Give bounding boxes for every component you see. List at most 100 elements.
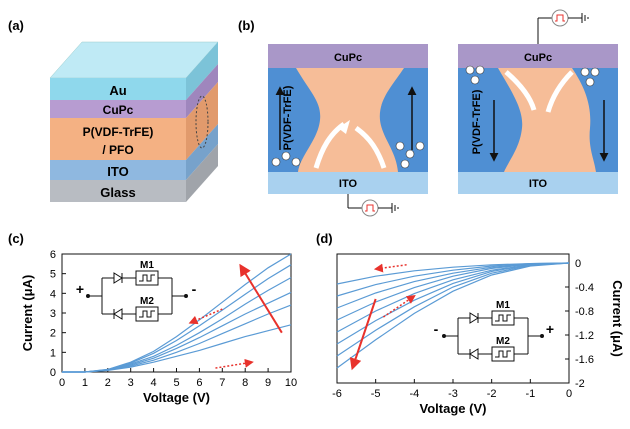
terminal	[442, 334, 446, 338]
y-tick-label: -1.2	[575, 330, 594, 342]
memristor-icon	[495, 314, 511, 322]
injection-arrow-left-2	[354, 125, 387, 169]
charge-symbol	[585, 77, 595, 87]
m1-label: M1	[140, 260, 154, 271]
diode-icon	[469, 312, 479, 324]
x-tick-label: 3	[128, 377, 134, 389]
side-blend	[186, 82, 218, 160]
x-tick-label: 9	[265, 377, 271, 389]
x-tick-label: 8	[242, 377, 248, 389]
trend-arrow	[188, 308, 223, 325]
x-tick-label: 7	[219, 377, 225, 389]
y-tick-label: 1	[50, 347, 56, 359]
layer-blend	[50, 118, 186, 160]
label-ito: ITO	[107, 164, 128, 179]
diode-icon	[113, 308, 123, 320]
pulse-source-left	[361, 199, 379, 217]
y-tick-label: 0	[575, 258, 581, 270]
x-tick-label: 0	[59, 377, 65, 389]
pfo-channel-right	[498, 68, 596, 172]
ito-layer-right	[458, 172, 618, 194]
charge-symbol	[291, 157, 301, 167]
pulse-icon	[555, 14, 565, 22]
panel-b-label: (b)	[238, 18, 255, 33]
injection-arrow-right-1	[504, 70, 537, 111]
plot-frame	[61, 253, 292, 373]
y-tick-label: -1.6	[575, 354, 594, 366]
label-glass: Glass	[100, 185, 135, 200]
trend-arrow	[349, 298, 377, 371]
pulse-source-right	[551, 9, 569, 27]
injection-arrow-right-2	[545, 70, 574, 113]
y-tick-label: 0	[50, 367, 56, 379]
y-axis-label: Current (μA)	[610, 280, 625, 357]
domain-ellipse	[195, 95, 209, 149]
x-tick-label: 0	[566, 388, 572, 400]
side-au	[186, 42, 218, 100]
cupc-layer-right	[458, 44, 618, 68]
charge-symbol	[465, 65, 475, 75]
charge-symbol	[281, 151, 291, 161]
cupc-text-right: CuPc	[524, 52, 552, 64]
memristor-icon	[139, 310, 155, 318]
plus-sign: +	[546, 321, 554, 337]
charge-symbol	[271, 157, 281, 167]
m1-label: M1	[496, 300, 510, 311]
label-cupc: CuPc	[103, 103, 134, 117]
x-tick-label: 1	[82, 377, 88, 389]
ito-text-left: ITO	[339, 178, 358, 190]
charge-symbol	[475, 65, 485, 75]
pvdf-text-right: P(VDF-TrFE)	[471, 89, 483, 154]
series-line	[336, 262, 570, 369]
y-tick-label: -2	[575, 378, 585, 390]
memristor-icon	[495, 350, 511, 358]
series-line	[62, 291, 292, 373]
x-tick-label: 5	[173, 377, 179, 389]
pvdf-text-left: P(VDF-TrFE)	[282, 85, 294, 150]
x-tick-label: -6	[332, 388, 342, 400]
y-tick-label: 3	[50, 308, 56, 320]
ito-text-right: ITO	[529, 178, 548, 190]
y-tick-label: -0.8	[575, 306, 594, 318]
panel-d-label: (d)	[316, 231, 333, 246]
y-tick-label: 4	[50, 288, 56, 300]
layer-glass	[50, 180, 186, 202]
trend-arrow	[215, 358, 254, 369]
x-tick-label: 2	[105, 377, 111, 389]
x-tick-label: -3	[448, 388, 458, 400]
charge-symbol	[470, 75, 480, 85]
x-axis-label: Voltage (V)	[143, 390, 210, 405]
circuit-d: M1 M2 - +	[434, 300, 554, 362]
minus-sign: -	[434, 321, 439, 337]
trend-arrow	[373, 263, 407, 273]
cupc-layer-left	[268, 44, 428, 68]
terminal	[540, 334, 544, 338]
x-axis-label: Voltage (V)	[420, 401, 487, 416]
pulse-icon	[365, 204, 375, 212]
cupc-text-left: CuPc	[334, 52, 362, 64]
label-au: Au	[109, 83, 126, 98]
terminal	[86, 294, 90, 298]
trend-arrow	[239, 263, 283, 334]
memristor-icon	[139, 274, 155, 282]
charge-symbol	[415, 141, 425, 151]
layer-cupc	[50, 100, 186, 118]
y-axis-label: Current (μA)	[20, 275, 35, 352]
m2-label: M2	[496, 336, 510, 347]
charge-symbol	[400, 159, 410, 169]
schematic-right: CuPc ITO P(VDF-TrFE)	[458, 9, 618, 194]
layer-au	[50, 78, 186, 100]
x-tick-label: -2	[487, 388, 497, 400]
label-blend-2: / PFO	[102, 143, 133, 157]
label-blend-1: P(VDF-TrFE)	[83, 125, 154, 139]
x-tick-label: 4	[151, 377, 157, 389]
charge-symbol	[590, 67, 600, 77]
chart-d: -6 -5 -4 -3 -2 -1 00-0.4-0.8-1.2-1.6-2Voltage …	[332, 253, 625, 416]
trend-arrow	[382, 294, 416, 318]
series-line	[62, 253, 292, 373]
side-ito	[186, 124, 218, 180]
charge-symbol	[580, 67, 590, 77]
panel-a-label: (a)	[8, 18, 24, 33]
charge-symbol	[405, 149, 415, 159]
